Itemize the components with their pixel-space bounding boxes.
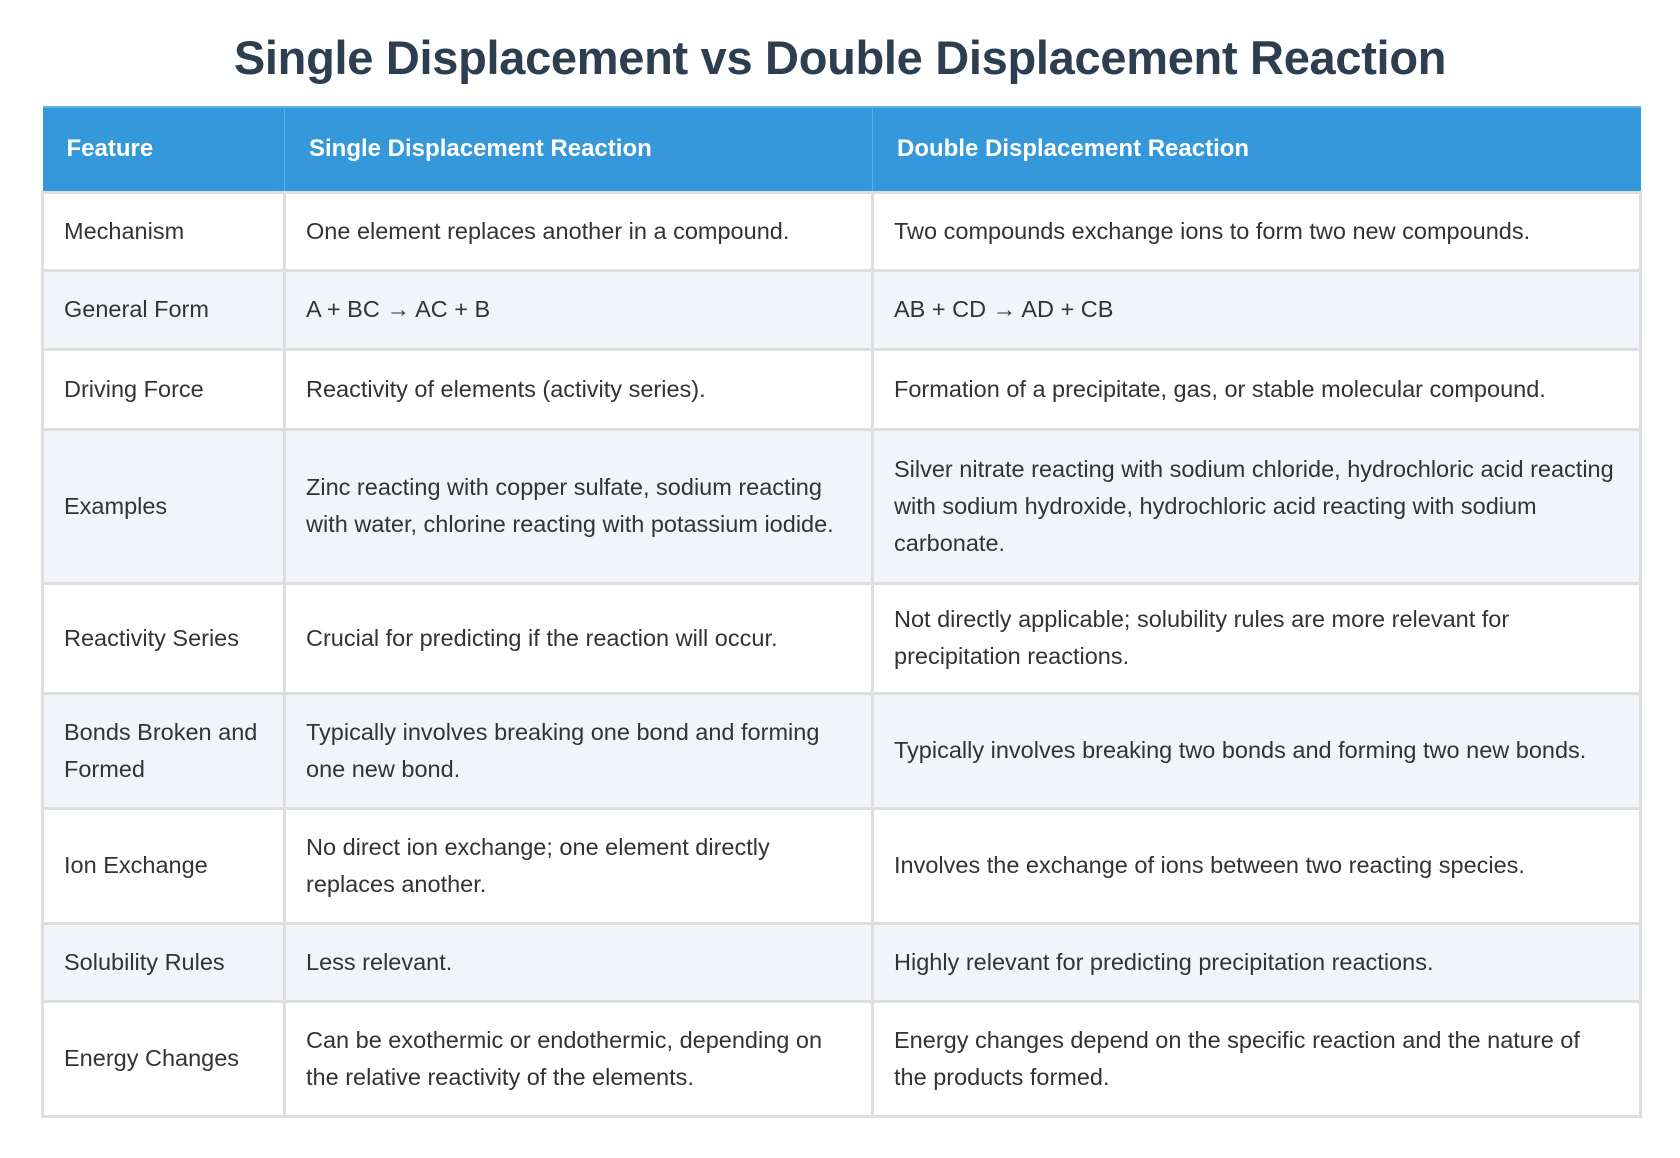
double-displacement-cell: AB + CD → AD + CB [871, 268, 1642, 351]
double-displacement-cell: Energy changes depend on the specific re… [871, 999, 1642, 1118]
single-displacement-cell: Crucial for predicting if the reaction w… [283, 581, 874, 695]
double-displacement-cell: Formation of a precipitate, gas, or stab… [871, 347, 1642, 431]
feature-cell: Reactivity Series [41, 581, 286, 695]
feature-cell: Bonds Broken and Formed [41, 691, 286, 810]
double-displacement-cell: Two compounds exchange ions to form two … [871, 190, 1642, 272]
feature-cell: Solubility Rules [41, 921, 286, 1003]
single-displacement-cell: No direct ion exchange; one element dire… [283, 806, 874, 925]
feature-cell: Driving Force [41, 347, 286, 431]
feature-cell: Mechanism [41, 190, 286, 272]
table-body: Mechanism One element replaces another i… [41, 190, 1642, 1118]
table-row-driving-force: Driving Force Reactivity of elements (ac… [41, 347, 1642, 431]
table-row-general-form: General Form A + BC → AC + B AB + CD → A… [41, 268, 1642, 351]
column-header-feature: Feature [42, 106, 285, 193]
single-displacement-cell: Typically involves breaking one bond and… [283, 691, 874, 810]
table-row-solubility-rules: Solubility Rules Less relevant. Highly r… [41, 921, 1642, 1003]
single-displacement-cell: Can be exothermic or endothermic, depend… [283, 999, 874, 1118]
table-row-bonds-broken-and-formed: Bonds Broken and Formed Typically involv… [41, 691, 1642, 810]
table-header: Feature Single Displacement Reaction Dou… [42, 106, 1641, 193]
page-title: Single Displacement vs Double Displaceme… [233, 31, 1447, 84]
single-displacement-cell: Reactivity of elements (activity series)… [283, 347, 874, 431]
double-displacement-cell: Silver nitrate reacting with sodium chlo… [871, 427, 1642, 585]
feature-cell: Ion Exchange [41, 806, 286, 925]
header-row: Feature Single Displacement Reaction Dou… [42, 106, 1641, 193]
table-row-ion-exchange: Ion Exchange No direct ion exchange; one… [41, 806, 1642, 925]
double-displacement-cell: Involves the exchange of ions between tw… [871, 806, 1642, 925]
table-row-energy-changes: Energy Changes Can be exothermic or endo… [41, 999, 1642, 1118]
single-displacement-cell: A + BC → AC + B [283, 268, 874, 351]
table-row-examples: Examples Zinc reacting with copper sulfa… [41, 427, 1642, 585]
comparison-table: Feature Single Displacement Reaction Dou… [41, 106, 1642, 1118]
table-row-reactivity-series: Reactivity Series Crucial for predicting… [41, 581, 1642, 695]
double-displacement-cell: Typically involves breaking two bonds an… [871, 691, 1642, 810]
double-displacement-cell: Not directly applicable; solubility rule… [871, 581, 1642, 695]
single-displacement-cell: One element replaces another in a compou… [283, 190, 874, 272]
single-displacement-cell: Less relevant. [283, 921, 874, 1003]
feature-cell: Energy Changes [41, 999, 286, 1118]
feature-cell: Examples [41, 427, 286, 585]
double-displacement-cell: Highly relevant for predicting precipita… [871, 921, 1642, 1003]
column-header-single-displacement: Single Displacement Reaction [284, 106, 873, 193]
table-row-mechanism: Mechanism One element replaces another i… [41, 190, 1642, 272]
single-displacement-cell: Zinc reacting with copper sulfate, sodiu… [283, 427, 874, 585]
column-header-double-displacement: Double Displacement Reaction [872, 106, 1641, 193]
feature-cell: General Form [41, 268, 286, 351]
comparison-table-container: Feature Single Displacement Reaction Dou… [41, 106, 1642, 1118]
